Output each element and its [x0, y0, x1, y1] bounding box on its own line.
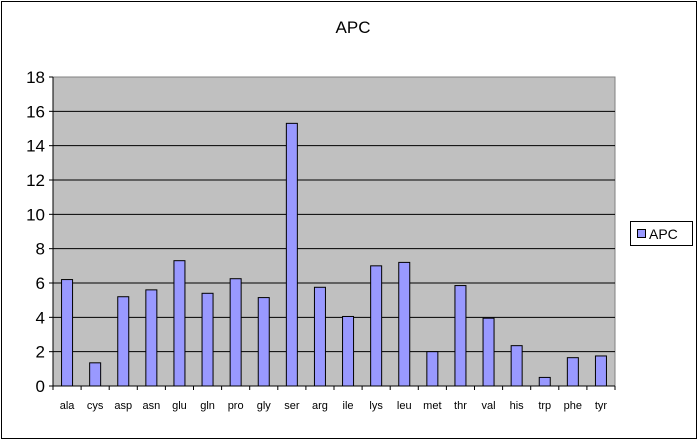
bar-gly	[257, 297, 270, 387]
y-tick-label: 12	[26, 171, 45, 190]
x-tick-label: pro	[228, 400, 244, 412]
bar-leu	[398, 261, 411, 387]
bar-ala	[61, 279, 74, 387]
x-tick-label: val	[482, 400, 496, 412]
bar-lys	[370, 265, 383, 387]
bar-trp	[538, 376, 551, 387]
x-axis-ticks: ala cys asp asn glu gln pro gly ser arg ile lys leu m…	[52, 386, 616, 412]
x-tick-label: ala	[60, 400, 76, 412]
y-tick-label: 4	[36, 308, 45, 327]
bars	[61, 122, 607, 387]
y-tick-label: 14	[26, 137, 45, 156]
bar-gln	[201, 292, 214, 387]
plot-area	[52, 76, 616, 387]
x-tick-label: gln	[200, 400, 215, 412]
x-tick-label: thr	[454, 400, 467, 412]
y-tick-label: 16	[26, 102, 45, 121]
y-tick-label: 8	[36, 240, 45, 259]
x-tick-label: glu	[172, 400, 187, 412]
x-tick-label: cys	[87, 400, 104, 412]
bar-tyr	[594, 355, 607, 387]
bar-asn	[145, 289, 158, 387]
x-tick-label: met	[423, 400, 441, 412]
bar-pro	[229, 278, 242, 387]
x-tick-label: leu	[397, 400, 412, 412]
x-tick-label: asp	[114, 400, 132, 412]
chart-title: APC	[336, 18, 371, 37]
x-tick-label: lys	[369, 400, 383, 412]
bar-thr	[454, 285, 467, 387]
legend-label: APC	[649, 225, 678, 242]
legend: APC	[630, 221, 693, 246]
y-tick-label: 0	[36, 377, 45, 396]
y-tick-label: 10	[26, 205, 45, 224]
bar-arg	[313, 286, 326, 387]
y-tick-label: 2	[36, 343, 45, 362]
y-tick-label: 6	[36, 274, 45, 293]
x-tick-label: asn	[142, 400, 160, 412]
x-tick-label: arg	[312, 400, 328, 412]
bar-cys	[89, 362, 102, 387]
x-tick-label: ile	[343, 400, 354, 412]
bar-phe	[566, 357, 579, 387]
y-tick-label: 18	[26, 68, 45, 87]
x-tick-label: ser	[284, 400, 300, 412]
bar-glu	[173, 260, 186, 387]
x-tick-label: gly	[257, 400, 272, 412]
x-tick-label: phe	[564, 400, 582, 412]
x-tick-label: his	[510, 400, 525, 412]
bar-asp	[117, 296, 130, 387]
x-tick-label: trp	[538, 400, 551, 412]
x-tick-label: tyr	[595, 400, 608, 412]
bar-his	[510, 345, 523, 387]
bar-ile	[342, 315, 355, 387]
legend-swatch	[637, 229, 646, 238]
bar-ser	[285, 122, 298, 387]
bar-met	[426, 351, 439, 387]
bar-val	[482, 317, 495, 387]
